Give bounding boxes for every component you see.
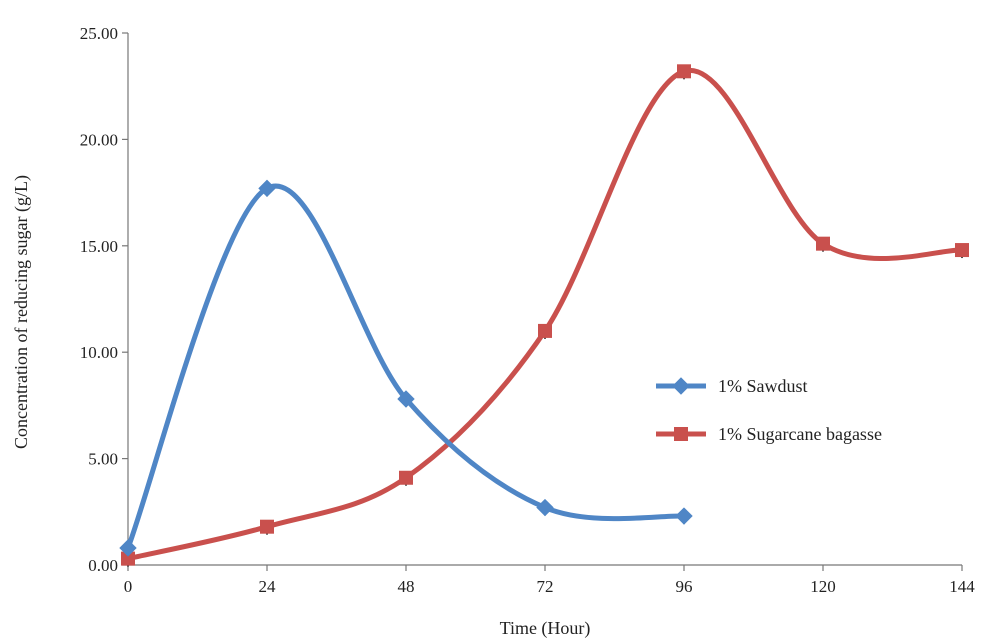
data-point bbox=[816, 236, 830, 251]
data-point bbox=[955, 243, 969, 258]
data-point bbox=[675, 507, 693, 525]
axes: 0.00 5.00 10.00 15.00 20.00 25.00 0 24 48 72 96 120… bbox=[80, 24, 976, 596]
data-point bbox=[536, 498, 554, 517]
series-line bbox=[125, 183, 687, 551]
x-tick-label: 96 bbox=[676, 577, 693, 596]
series-layer bbox=[119, 64, 969, 567]
x-tick-label: 24 bbox=[259, 577, 277, 596]
y-tick-label: 25.00 bbox=[80, 24, 118, 43]
legend-label: 1% Sawdust bbox=[718, 376, 808, 396]
legend-swatch-marker bbox=[672, 377, 690, 395]
x-axis-label: Time (Hour) bbox=[500, 618, 591, 639]
data-point bbox=[399, 470, 413, 485]
y-tick-label: 15.00 bbox=[80, 237, 118, 256]
x-tick-label: 72 bbox=[537, 577, 554, 596]
data-point bbox=[397, 390, 415, 408]
data-point bbox=[538, 323, 552, 338]
legend-item: 1% Sawdust bbox=[656, 376, 808, 396]
legend: 1% Sawdust 1% Sugarcane bagasse bbox=[656, 376, 882, 444]
series-line bbox=[125, 67, 965, 562]
series-sawdust bbox=[119, 179, 693, 557]
data-point bbox=[260, 519, 274, 534]
data-point bbox=[258, 179, 276, 198]
x-tick-label: 0 bbox=[124, 577, 133, 596]
x-tick-label: 120 bbox=[810, 577, 836, 596]
y-tick-label: 20.00 bbox=[80, 130, 118, 149]
legend-swatch-marker bbox=[674, 427, 688, 441]
data-point bbox=[119, 539, 137, 557]
series-sugarcane-bagasse bbox=[121, 64, 969, 567]
y-tick-label: 5.00 bbox=[88, 450, 118, 469]
x-tick-label: 144 bbox=[949, 577, 975, 596]
y-tick-label: 10.00 bbox=[80, 343, 118, 362]
legend-label: 1% Sugarcane bagasse bbox=[718, 424, 882, 444]
y-axis-label: Concentration of reducing sugar (g/L) bbox=[11, 175, 32, 449]
data-point bbox=[677, 64, 691, 79]
y-tick-label: 0.00 bbox=[88, 556, 118, 575]
x-tick-label: 48 bbox=[398, 577, 415, 596]
legend-item: 1% Sugarcane bagasse bbox=[656, 424, 882, 444]
